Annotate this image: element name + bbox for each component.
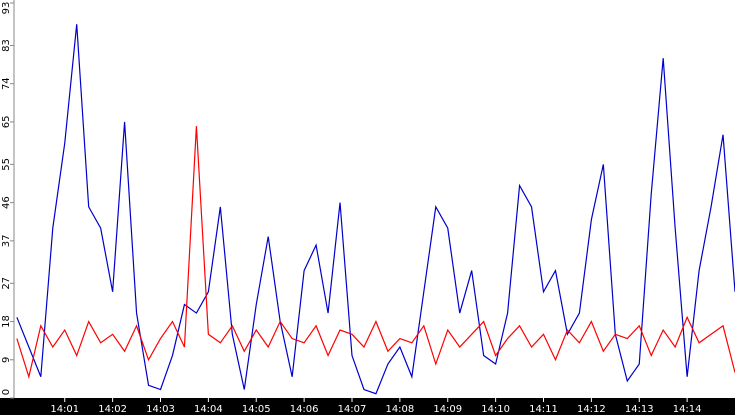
- x-axis-band: [0, 398, 735, 415]
- x-tick-label: 14:01: [50, 404, 79, 415]
- x-tick-label: 14:08: [385, 404, 414, 415]
- x-tick-label: 14:04: [194, 404, 223, 415]
- x-tick-label: 14:10: [481, 404, 510, 415]
- y-tick-label: 83: [1, 39, 12, 52]
- x-tick-label: 14:09: [433, 404, 462, 415]
- x-tick-label: 14:03: [146, 404, 175, 415]
- x-tick-label: 14:02: [98, 404, 127, 415]
- y-tick-label: 37: [1, 234, 12, 247]
- y-tick-label: 9: [1, 357, 12, 363]
- y-tick-label: 65: [1, 116, 12, 129]
- y-tick-label: 46: [1, 196, 12, 209]
- x-tick-label: 14:11: [529, 404, 558, 415]
- x-tick-label: 14:13: [625, 404, 654, 415]
- y-tick-label: 55: [1, 158, 12, 171]
- x-tick-label: 14:07: [338, 404, 367, 415]
- y-tick-label: 18: [1, 315, 12, 328]
- x-tick-label: 14:06: [290, 404, 319, 415]
- series-line: [16, 126, 735, 380]
- x-tick-label: 14:05: [242, 404, 271, 415]
- y-tick-label: 74: [1, 77, 12, 90]
- y-tick-label: 93: [1, 2, 12, 15]
- x-tick-label: 14:14: [673, 404, 702, 415]
- y-tick-label: 27: [1, 277, 12, 290]
- x-tick-label: 14:12: [577, 404, 606, 415]
- y-tick-label: 0: [1, 389, 12, 395]
